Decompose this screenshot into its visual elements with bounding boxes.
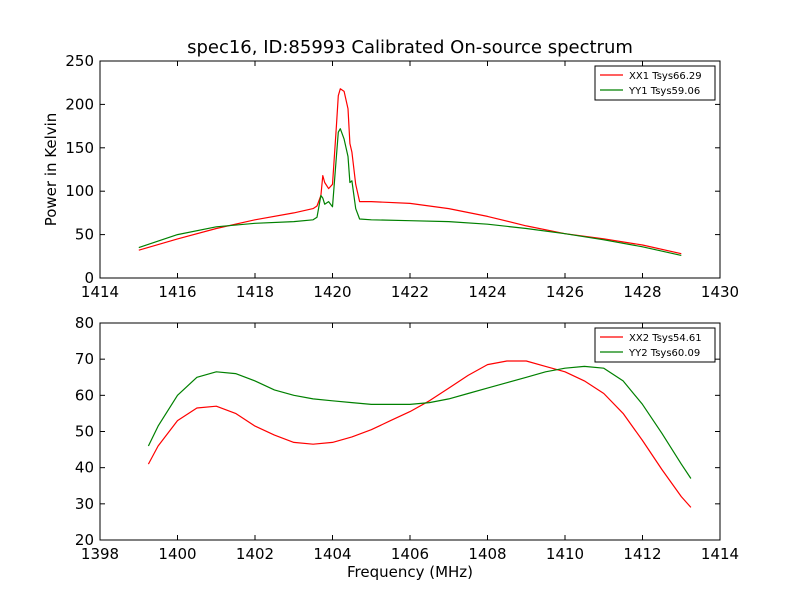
x-tick-label: 1422 [391,283,429,301]
series-line-xx [147,360,692,508]
x-tick-label: 1426 [546,283,584,301]
x-tick-label: 1420 [313,283,351,301]
x-tick-label: 1400 [158,545,196,563]
y-tick-label: 60 [75,386,94,404]
y-tick-label: 150 [65,139,94,157]
legend-label: YY1 Tsys59.06 [628,86,700,97]
y-tick-label: 20 [75,531,94,549]
y-tick-label: 50 [75,226,94,244]
plot-panels: 1414 1416 1418 1420 1422 1424 1426 1428 14300501… [42,52,739,581]
legend-label: XX2 Tsys54.61 [629,333,702,344]
series-line-yy [147,365,692,479]
y-tick-label: 30 [75,495,94,513]
legend-box [594,327,716,363]
x-tick-label: 1414 [81,283,119,301]
y-tick-label: 50 [75,423,94,441]
y-tick-label: 0 [84,269,94,287]
series-line-yy [138,128,682,256]
y-tick-label: 80 [75,314,94,332]
y-axis-label: Power in Kelvin [42,113,60,227]
x-tick-label: 1410 [546,545,584,563]
x-tick-label: 1424 [468,283,506,301]
x-tick-label: 1412 [623,545,661,563]
x-tick-label: 1408 [468,545,506,563]
legend: XX1 Tsys66.29 YY1 Tsys59.06 [594,65,716,101]
y-tick-label: 40 [75,459,94,477]
legend: XX2 Tsys54.61 YY2 Tsys60.09 [594,327,716,363]
x-tick-label: 1404 [313,545,351,563]
x-axis-label: Frequency (MHz) [347,563,473,581]
figure-title: spec16, ID:85993 Calibrated On-source sp… [187,37,633,58]
x-tick-label: 1414 [701,545,739,563]
chart-panel-2: 1398 1400 1402 1404 1406 1408 1410 1412 1414 20 30… [75,314,739,581]
x-tick-label: 1416 [158,283,196,301]
chart-panel-1: 1414 1416 1418 1420 1422 1424 1426 1428 1430 0 50 1… [42,52,739,301]
x-tick-label: 1398 [81,545,119,563]
x-tick-label: 1430 [701,283,739,301]
y-tick-label: 100 [65,182,94,200]
y-tick-label: 70 [75,350,94,368]
series-line-xx [138,88,682,255]
y-tick-label: 250 [65,52,94,70]
legend-label: YY2 Tsys60.09 [628,348,700,359]
legend-label: XX1 Tsys66.29 [629,71,702,82]
x-tick-label: 1418 [236,283,274,301]
x-tick-label: 1428 [623,283,661,301]
y-tick-label: 200 [65,95,94,113]
x-tick-label: 1406 [391,545,429,563]
legend-box [594,65,716,101]
x-tick-label: 1402 [236,545,274,563]
